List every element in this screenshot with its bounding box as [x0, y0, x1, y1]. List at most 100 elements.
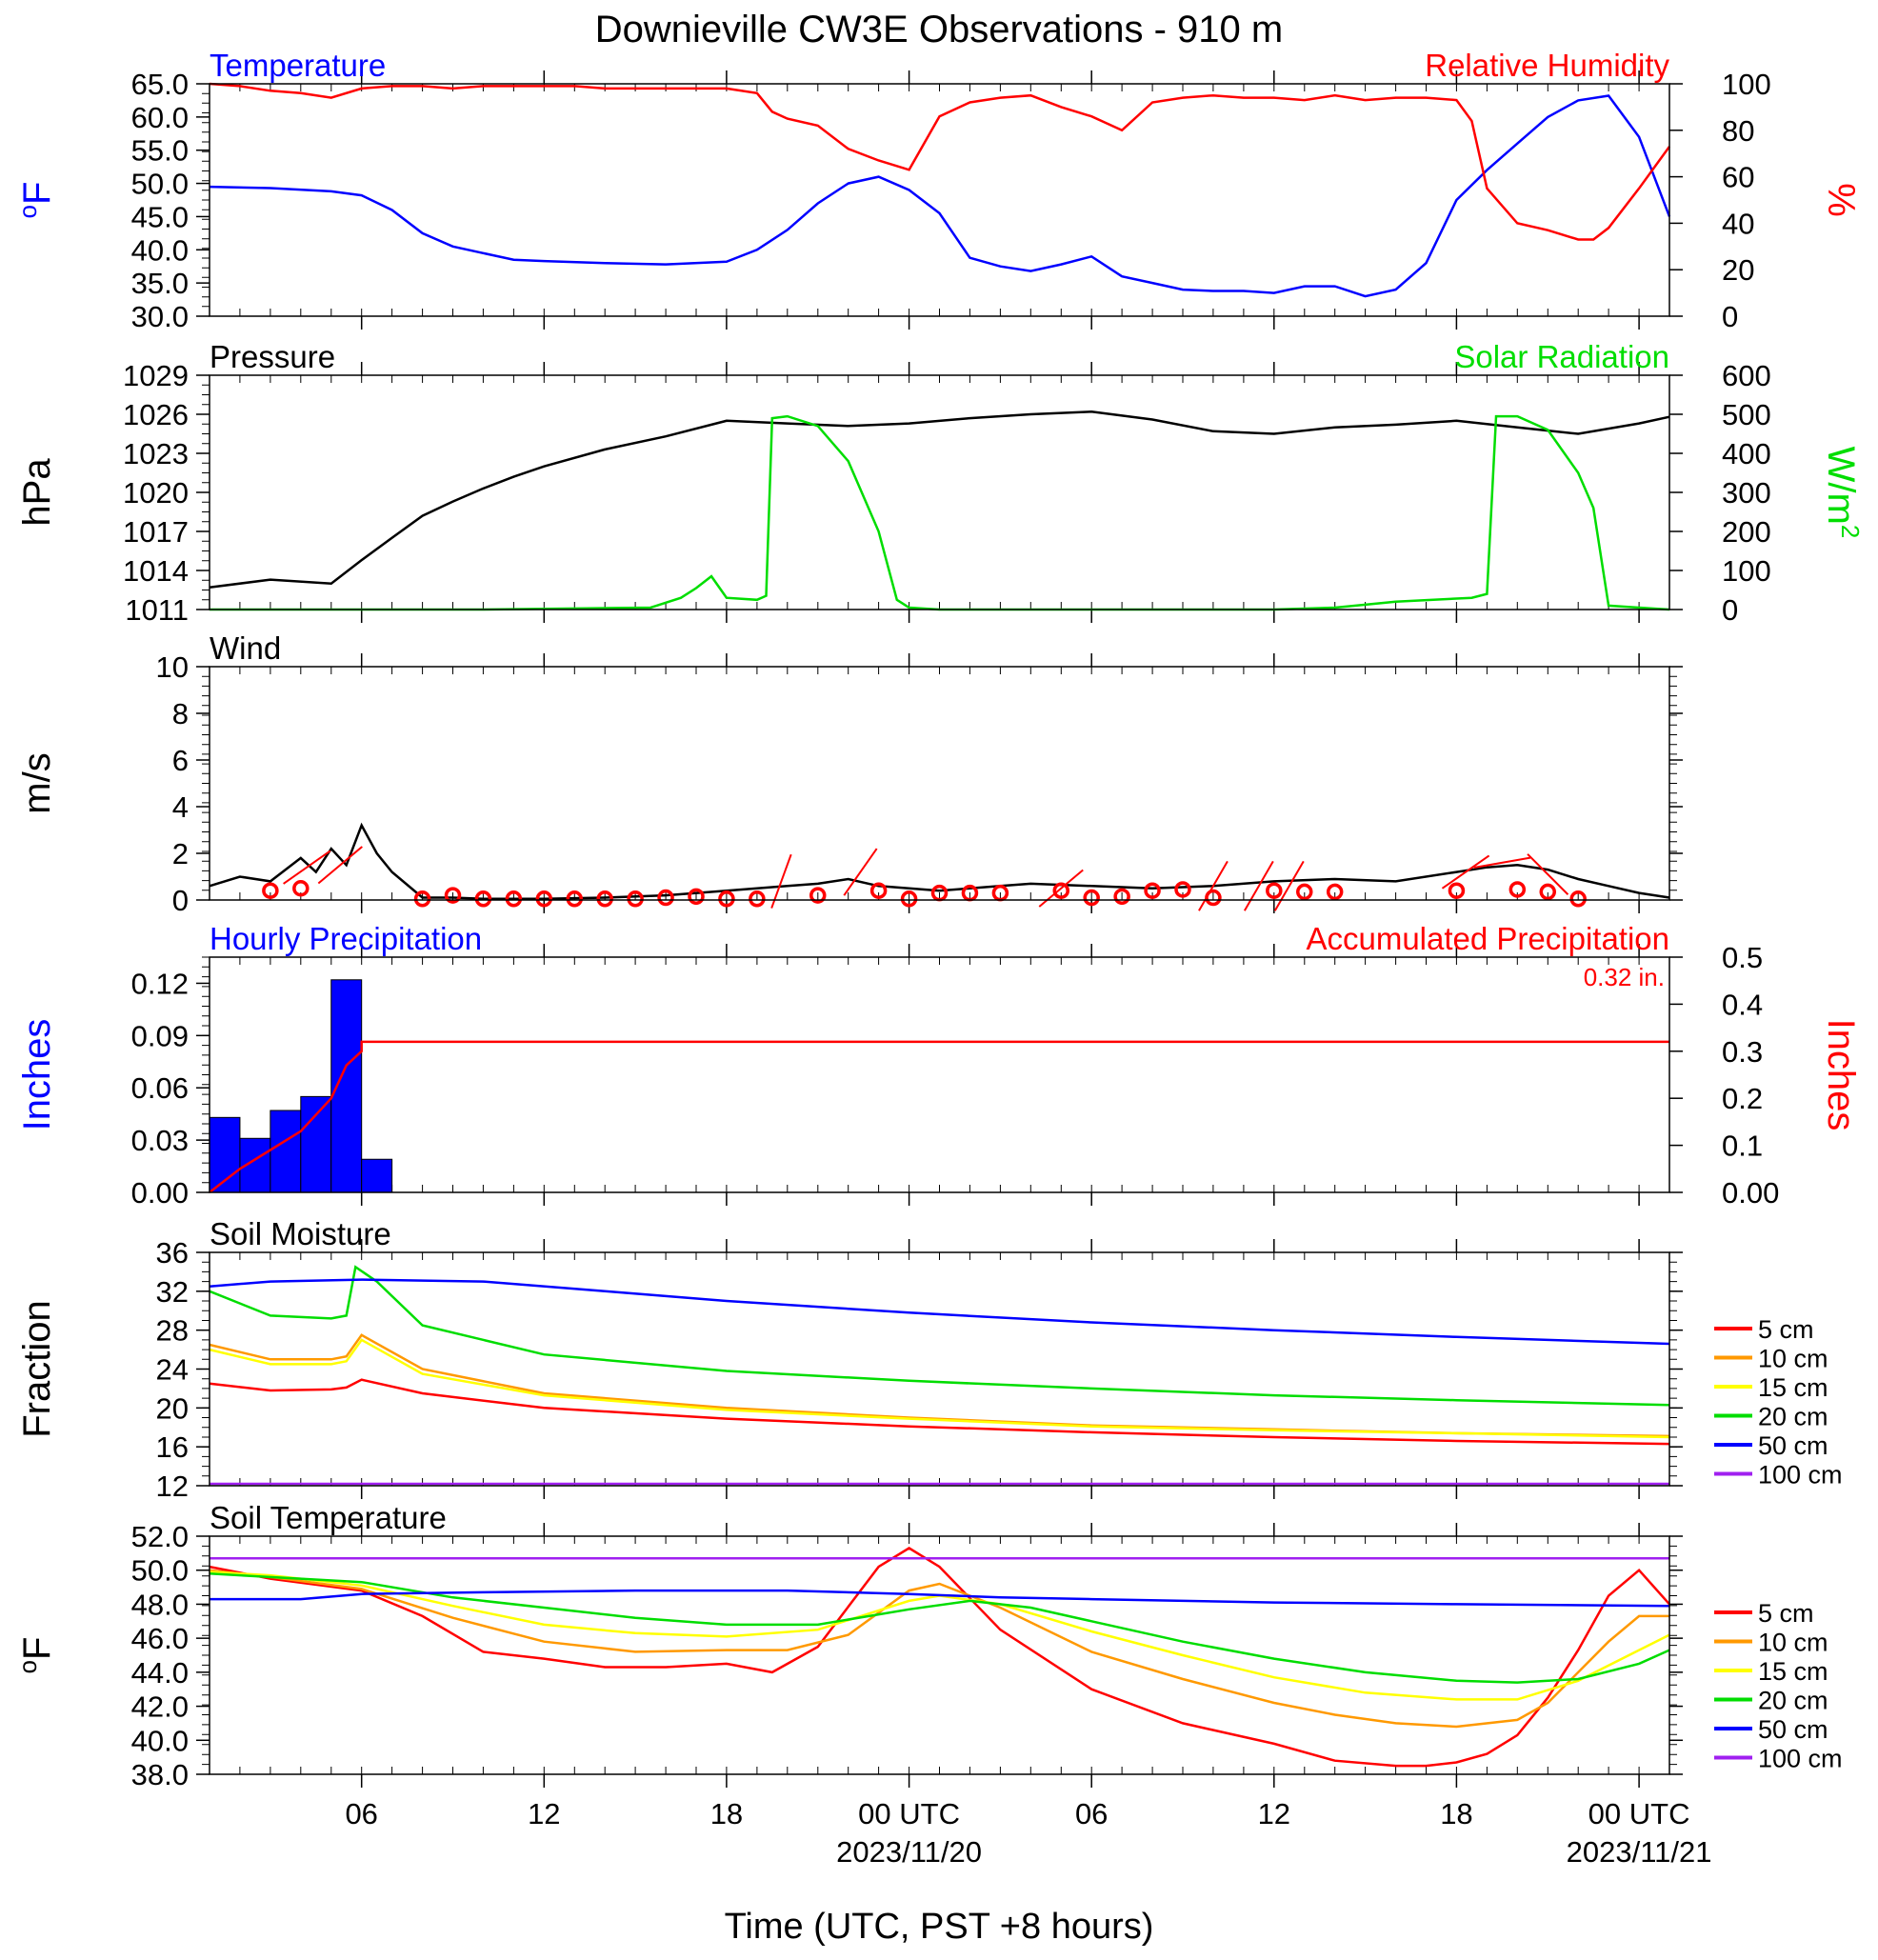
legend-label: 100 cm	[1758, 1461, 1843, 1490]
x-major-ticks	[360, 1523, 1640, 1788]
wind-marker	[292, 880, 310, 897]
plot-frame	[209, 1251, 1670, 1487]
series-line-0	[209, 410, 1670, 590]
wind-marker	[1448, 882, 1466, 899]
left-y-tick-label: 36	[156, 1236, 189, 1270]
left-y-tick-label: 50.0	[131, 168, 189, 201]
x-tick-date: 2023/11/20	[836, 1835, 982, 1869]
wind-marker	[900, 890, 918, 908]
legend-label: 100 cm	[1758, 1745, 1843, 1773]
wind-barb	[1198, 860, 1229, 911]
right-y-axis-label: Inches	[1820, 1019, 1862, 1131]
plot-frame	[209, 83, 1670, 317]
left-y-tick-label: 12	[156, 1470, 189, 1503]
right-y-tick-label: 40	[1722, 207, 1754, 240]
left-y-tick-label: 6	[172, 744, 189, 777]
wind-marker	[1539, 883, 1556, 901]
x-major-ticks	[360, 653, 1640, 913]
panel-4: 0.00 0.03 0.06 0.09 0.12 0.00 0.1 0.2 0.3 0.4 0.5 H…	[16, 921, 1862, 1210]
y-minor-ticks	[202, 83, 210, 317]
wind-marker	[1508, 881, 1527, 898]
right-y-tick-label: 0.00	[1722, 1176, 1779, 1210]
left-y-tick-label: 52.0	[131, 1520, 189, 1553]
panel-1: 30.035.040.045.050.055.060.065.0 0 20 40 60 8…	[13, 48, 1862, 333]
wind-barb	[1243, 860, 1274, 911]
left-y-tick-label: 30.0	[131, 300, 189, 333]
right-y-axis-label: W/m2	[1820, 447, 1865, 539]
x-major-ticks	[360, 1239, 1640, 1499]
x-minor-ticks	[209, 957, 1670, 1192]
left-y-tick-label: 40.0	[131, 233, 189, 267]
y-minor-ticks	[202, 666, 1677, 901]
panel-title-right: Relative Humidity	[1425, 48, 1669, 83]
wind-barb	[1441, 854, 1490, 890]
x-tick-label: 18	[710, 1797, 743, 1830]
right-y-tick-label: 600	[1722, 359, 1771, 392]
wind-marker	[688, 888, 705, 906]
plot-frame	[209, 374, 1670, 610]
series-line-1	[210, 414, 1670, 611]
x-tick-label: 12	[528, 1797, 560, 1830]
left-y-tick-label: 65.0	[131, 68, 189, 101]
left-y-tick-label: 20	[156, 1391, 189, 1425]
right-y-tick-label: 300	[1722, 476, 1771, 510]
left-y-tick-label: 0.00	[131, 1176, 189, 1210]
left-y-tick-label: 45.0	[131, 200, 189, 233]
left-y-tick-label: 35.0	[131, 267, 189, 300]
wind-barb	[1473, 856, 1531, 869]
wind-marker	[1266, 882, 1283, 899]
series-line-2	[209, 1338, 1670, 1439]
panel-2: 1011 1014 1017 1020 1023 1026 1029 0 100 200 300 40…	[16, 339, 1865, 627]
right-y-tick-label: 400	[1722, 437, 1771, 470]
precip-bar	[361, 1158, 393, 1193]
left-y-tick-label: 4	[172, 790, 189, 824]
left-y-axis-label: oF	[13, 1637, 58, 1674]
left-y-tick-label: 28	[156, 1314, 189, 1348]
left-y-axis-label: m/s	[16, 752, 58, 813]
legend-label: 50 cm	[1758, 1431, 1828, 1460]
right-y-tick-label: 500	[1722, 398, 1771, 431]
legend-label: 50 cm	[1758, 1715, 1828, 1744]
wind-marker	[1052, 882, 1069, 899]
panel-title-left: Soil Temperature	[210, 1500, 447, 1535]
wind-marker	[566, 890, 583, 908]
wind-marker	[657, 889, 674, 907]
left-y-tick-label: 1017	[123, 515, 189, 549]
left-y-tick-label: 10	[156, 650, 189, 684]
wind-marker	[444, 887, 462, 904]
accumulated-total-label: 0.32 in.	[1584, 963, 1665, 991]
x-major-ticks	[360, 70, 1640, 330]
y-minor-ticks	[202, 1535, 1677, 1775]
wind-barb	[843, 848, 878, 896]
left-y-tick-label: 1023	[123, 437, 189, 470]
right-y-tick-label: 200	[1722, 515, 1771, 549]
accumulated-precip-line	[209, 1040, 1669, 1193]
wind-marker	[1296, 883, 1313, 901]
legend-label: 15 cm	[1758, 1373, 1828, 1402]
series-line-0	[209, 1378, 1670, 1446]
wind-barb	[1273, 860, 1305, 911]
wind-marker	[505, 890, 523, 908]
y-minor-ticks	[202, 956, 210, 1193]
wind-marker	[718, 890, 735, 908]
left-y-tick-label: 0.03	[131, 1124, 189, 1157]
x-tick-label: 00 UTC	[858, 1797, 960, 1830]
wind-barb	[770, 853, 792, 909]
wind-marker	[809, 887, 827, 904]
wind-marker	[262, 882, 279, 899]
wind-marker	[474, 890, 492, 908]
precip-bar	[300, 1095, 332, 1193]
left-y-tick-label: 48.0	[131, 1588, 189, 1621]
panel-title-left: Hourly Precipitation	[210, 921, 482, 956]
left-y-tick-label: 0.09	[131, 1019, 189, 1052]
wind-marker	[535, 890, 553, 908]
left-y-axis-label: hPa	[16, 458, 58, 527]
panel-title-right: Solar Radiation	[1454, 339, 1669, 374]
right-y-tick-label: 100	[1722, 68, 1771, 101]
left-y-tick-label: 16	[156, 1430, 189, 1464]
panel-title-left: Soil Moisture	[210, 1216, 391, 1251]
x-axis-label: Time (UTC, PST +8 hours)	[725, 1907, 1154, 1947]
right-y-tick-label: 80	[1722, 114, 1754, 148]
